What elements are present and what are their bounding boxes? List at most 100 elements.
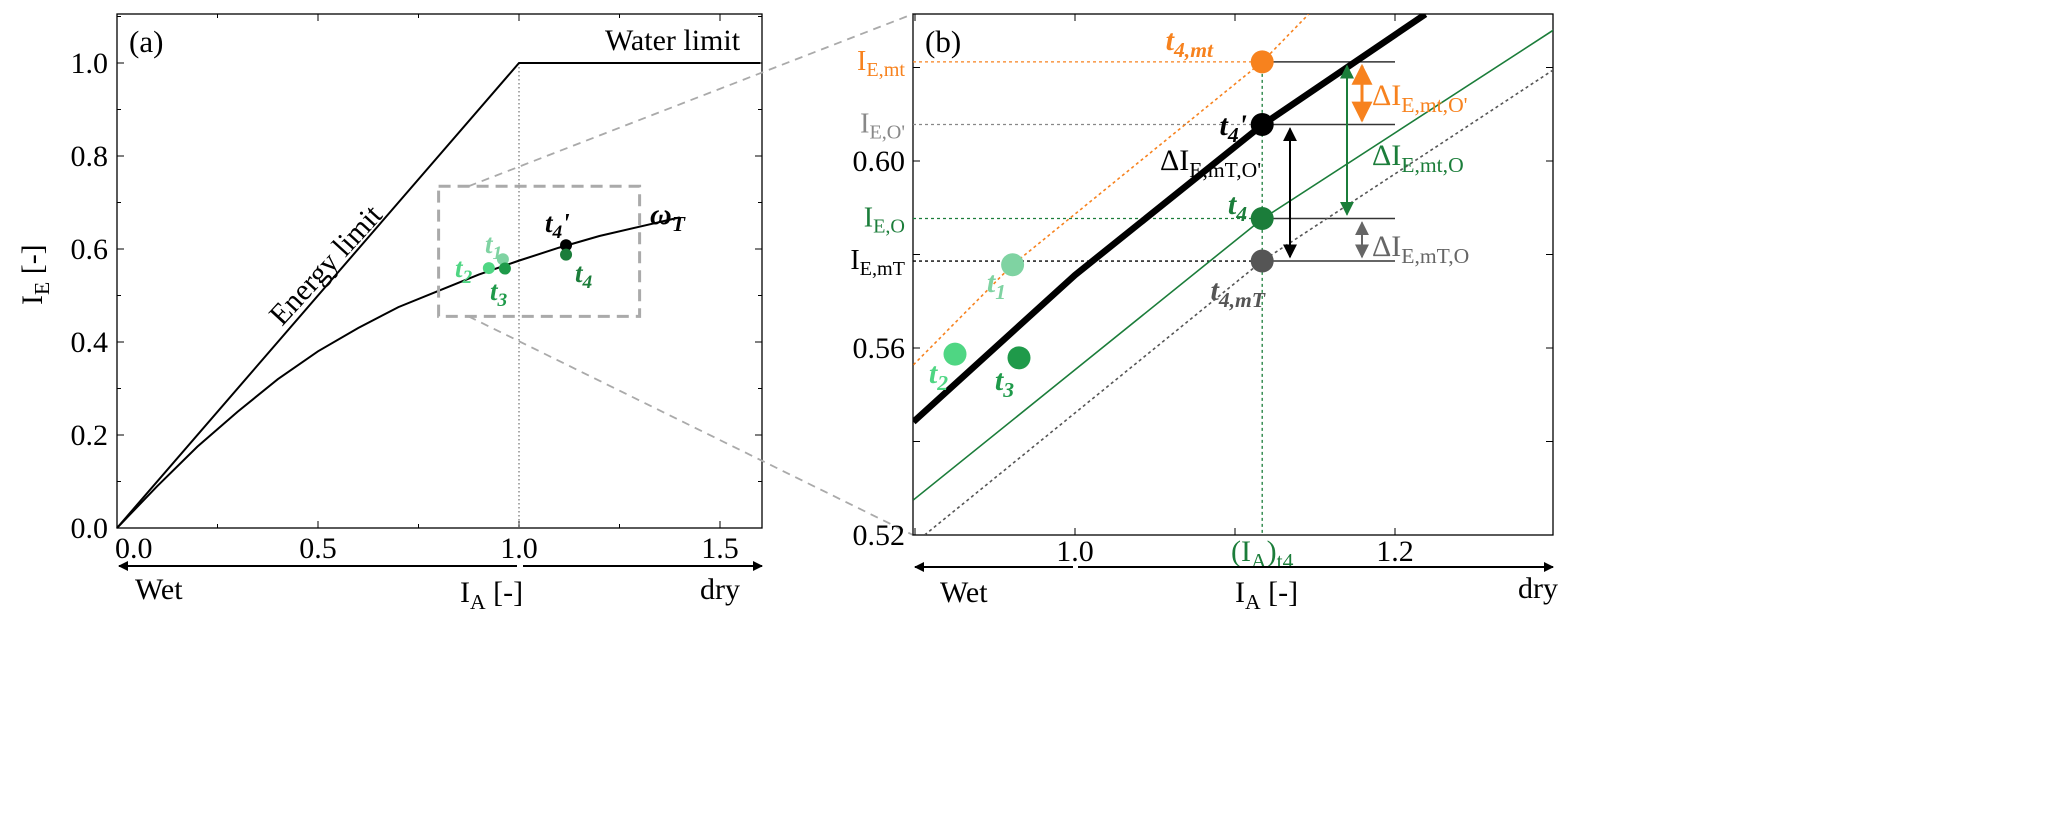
text-part: 0.0: [71, 512, 109, 545]
text-part: (I: [1231, 535, 1251, 568]
level-label: IE,O: [864, 203, 905, 238]
subscript: t4: [1277, 549, 1294, 573]
subscript: E,mT,O': [1189, 158, 1261, 182]
text-part: t: [485, 229, 494, 259]
energy-limit-label: Energy limit: [263, 198, 389, 332]
y-tick-label: 0.4: [71, 326, 109, 359]
text-part: dry: [1518, 572, 1558, 605]
point-label: t3: [490, 276, 508, 311]
subscript: 4: [552, 222, 563, 243]
point-label: t4': [1220, 109, 1247, 147]
point-label: t4: [1228, 188, 1247, 226]
text-part: I: [864, 203, 873, 234]
text-part: t: [987, 266, 997, 299]
text-part: [-]: [486, 576, 523, 609]
point-t4: [560, 248, 573, 261]
point-t4-prime: [560, 239, 573, 252]
subscript: E,mT: [860, 258, 905, 280]
point-label: t3: [995, 364, 1014, 402]
text-part: 0.4: [71, 326, 109, 359]
text-part: I: [1235, 576, 1245, 609]
text-part: t: [995, 364, 1005, 397]
point-label: t4: [575, 258, 593, 293]
subscript: 1: [995, 280, 1006, 304]
x-tick-label: 1.2: [1376, 535, 1414, 568]
text-part: I: [857, 46, 866, 77]
y-tick-label: 0.2: [71, 419, 109, 452]
difference-label: ΔIE,mT,O': [1160, 144, 1261, 182]
panel-a-label: (a): [129, 24, 163, 59]
text-part: 0.52: [853, 519, 906, 552]
text-part: 0.8: [71, 140, 109, 173]
text-part: 0.5: [299, 532, 337, 565]
text-part: t: [1220, 109, 1230, 142]
point-t2: [943, 342, 967, 366]
text-part: dry: [700, 573, 740, 606]
text-part: t: [1210, 274, 1220, 307]
point-label: t4': [545, 208, 570, 243]
text-part: I: [460, 576, 470, 609]
limits-line: [116, 62, 761, 529]
x-axis-label-a: IA [-]: [460, 576, 523, 614]
text-part: t: [545, 208, 554, 238]
text-part: ΔI: [1372, 79, 1401, 112]
panel-b-frame: [912, 13, 1554, 536]
text-part: 0.56: [853, 332, 906, 365]
subscript: 3: [497, 290, 508, 311]
text-part: ΔI: [1372, 139, 1401, 172]
y-tick-label: 0.60: [853, 145, 906, 178]
subscript: 4: [1227, 123, 1239, 147]
subscript: 4: [1235, 202, 1247, 226]
omega-curve: [116, 216, 681, 529]
difference-label: ΔIE,mT,O: [1372, 230, 1469, 268]
text-part: t: [929, 357, 939, 390]
subscript: A: [1245, 590, 1261, 614]
omega-label: ωT: [650, 198, 686, 236]
text-part: 1.0: [71, 47, 109, 80]
text-part: Energy limit: [263, 198, 389, 332]
x-tick-label: 1.0: [1056, 535, 1094, 568]
point-label: t2: [455, 253, 473, 288]
text-part: 0.6: [71, 233, 109, 266]
level-label: IE,O': [860, 109, 905, 144]
subscript: E,mt: [866, 59, 905, 81]
point-t4-mt: [1250, 50, 1274, 74]
panel-b-label: (b): [925, 24, 961, 59]
text-part: I: [16, 295, 49, 305]
zoom-connector-top: [468, 13, 914, 188]
zoom-connector-bottom: [468, 315, 914, 536]
text-part: t: [575, 258, 584, 288]
subscript: E: [30, 282, 54, 295]
text-part: 1.0: [500, 532, 538, 565]
level-label: IE,mt: [857, 46, 905, 81]
subscript: E,O: [873, 216, 905, 238]
y-tick-label: 0.8: [71, 140, 109, 173]
text-part: 0.2: [71, 419, 109, 452]
text-part: t: [490, 276, 499, 306]
subscript: E,mt,O: [1401, 153, 1463, 177]
point-t3: [498, 262, 511, 275]
y-tick-label: 0.52: [853, 519, 906, 552]
x-tick-label: 0.5: [299, 532, 337, 565]
subscript: 4,mt: [1173, 38, 1214, 62]
text-part: t: [1166, 24, 1176, 57]
zoom-box: [437, 184, 642, 318]
y-tick-label: 0.0: [71, 512, 109, 545]
text-part: ': [1239, 109, 1247, 142]
text-part: Wet: [940, 576, 988, 609]
text-part: ΔI: [1372, 230, 1401, 263]
subscript: 2: [462, 267, 473, 288]
dry-label: dry: [700, 573, 740, 606]
wet-label: Wet: [940, 576, 988, 609]
text-part: 0.0: [115, 532, 153, 565]
subscript: 1: [493, 243, 503, 264]
series-mt-curve: [913, 14, 1310, 366]
x-tick-label: 0.0: [115, 532, 153, 565]
text-part: t: [455, 253, 464, 283]
point-t4-mT: [1250, 249, 1274, 273]
text-part: [-]: [1261, 576, 1298, 609]
text-part: I: [850, 245, 859, 276]
text-part: (a): [129, 24, 163, 59]
